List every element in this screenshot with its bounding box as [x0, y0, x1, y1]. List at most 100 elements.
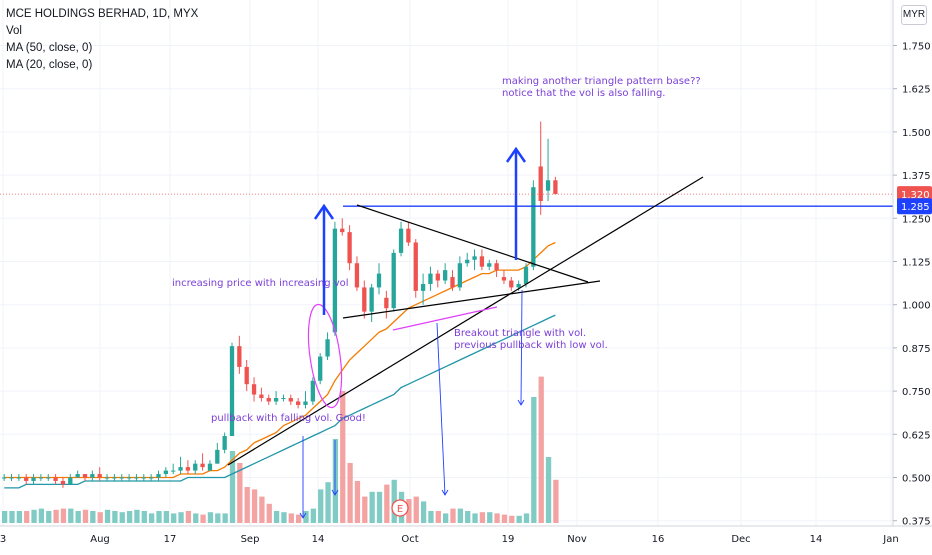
- candle-body: [501, 277, 507, 281]
- volume-bar: [259, 496, 265, 523]
- candle-body: [538, 166, 543, 202]
- candle: [16, 474, 21, 481]
- ma50-indicator-label[interactable]: MA (50, close, 0): [6, 42, 93, 54]
- support-trendline: [227, 176, 704, 466]
- candle-body: [516, 283, 521, 288]
- candle: [185, 460, 191, 475]
- volume-bar: [90, 511, 96, 523]
- down-arrow-1: [299, 436, 307, 519]
- price-tick-label: 0.625: [902, 430, 931, 441]
- volume-bar: [443, 513, 449, 523]
- candle-body: [126, 477, 132, 479]
- candle-body: [82, 474, 88, 478]
- candle-body: [60, 480, 66, 485]
- candle: [413, 239, 418, 298]
- candle: [156, 470, 161, 481]
- candle: [38, 474, 44, 481]
- volume-bar: [251, 489, 258, 523]
- candle-body: [68, 477, 73, 485]
- candle-body: [450, 277, 455, 288]
- volume-bar: [207, 512, 214, 523]
- candle-body: [53, 477, 58, 481]
- candle-body: [318, 356, 323, 381]
- candle-body: [119, 477, 124, 479]
- candle: [178, 456, 183, 475]
- candle: [340, 218, 345, 236]
- volume-bar: [318, 489, 324, 523]
- price-tick-label: 1.375: [902, 171, 931, 182]
- candle: [545, 138, 551, 202]
- volume-bar: [97, 512, 103, 523]
- volume-bar: [104, 509, 111, 523]
- time-tick-label: 3: [0, 534, 6, 545]
- candle: [288, 394, 293, 405]
- time-tick-label: Sep: [241, 534, 260, 545]
- candle: [465, 252, 470, 267]
- candle: [266, 394, 271, 405]
- volume-bar: [266, 503, 272, 523]
- candle: [134, 474, 139, 481]
- candle: [332, 221, 338, 336]
- volume-bar: [501, 514, 508, 523]
- candle-body: [384, 297, 389, 309]
- ma50-line: [4, 314, 556, 489]
- volume-bar: [354, 481, 361, 523]
- price-tick-label: 1.500: [902, 128, 931, 139]
- down-arrow-4: [517, 289, 525, 406]
- candle: [538, 121, 543, 215]
- earnings-event-marker: E: [391, 499, 409, 517]
- candle-body: [237, 346, 242, 367]
- volume-bar: [178, 512, 184, 523]
- candle-body: [215, 449, 220, 464]
- volume-bar: [369, 491, 375, 523]
- volume-bar: [465, 511, 471, 523]
- candle-body: [281, 398, 286, 400]
- volume-bar: [340, 391, 346, 523]
- candle-body: [207, 463, 213, 471]
- candle-body: [222, 436, 227, 450]
- candle-body: [531, 187, 536, 267]
- currency-button[interactable]: MYR: [901, 5, 927, 25]
- time-axis: 3 Aug 17 Sep 14 Oct 19 Nov 16 Dec 14 Jan: [0, 525, 932, 550]
- triangle-base-line: [342, 280, 601, 319]
- candle-body: [413, 242, 418, 291]
- volume-bar: [31, 509, 37, 523]
- down-arrow-3: [436, 322, 449, 496]
- price-tick-label: 1.125: [902, 258, 931, 269]
- candle-body: [523, 266, 529, 284]
- volume-bar: [420, 501, 427, 523]
- candle-body: [229, 346, 235, 437]
- candle: [296, 398, 301, 409]
- candle-body: [545, 180, 551, 191]
- time-tick-label: Jan: [882, 534, 898, 545]
- candle: [457, 256, 462, 291]
- candle: [126, 474, 132, 481]
- candle: [60, 477, 66, 488]
- triangle-top-line: [356, 204, 589, 283]
- candle: [31, 474, 36, 485]
- price-tick-label: 0.750: [902, 387, 931, 398]
- candle-body: [251, 384, 257, 395]
- candle-body: [171, 470, 176, 472]
- candle: [222, 432, 227, 454]
- note-vol-falling: notice that the vol is also falling.: [502, 88, 665, 99]
- vol-indicator-label[interactable]: Vol: [6, 25, 22, 37]
- candle-body: [16, 477, 21, 479]
- candle: [273, 391, 279, 405]
- volume-bar: [193, 513, 199, 523]
- volume-bar: [68, 508, 74, 523]
- volume-bar: [46, 511, 52, 523]
- candle: [354, 256, 360, 291]
- candle: [420, 273, 426, 305]
- candle-body: [354, 263, 360, 288]
- symbol-title[interactable]: MCE HOLDINGS BERHAD, 1D, MYX: [6, 8, 199, 20]
- candle-body: [494, 263, 499, 271]
- pullback-volume-line: [392, 306, 498, 331]
- candle: [53, 474, 58, 485]
- candle-body: [185, 467, 191, 471]
- ma20-indicator-label[interactable]: MA (20, close, 0): [6, 59, 93, 71]
- candle-body: [24, 477, 29, 481]
- candle-body: [420, 283, 426, 291]
